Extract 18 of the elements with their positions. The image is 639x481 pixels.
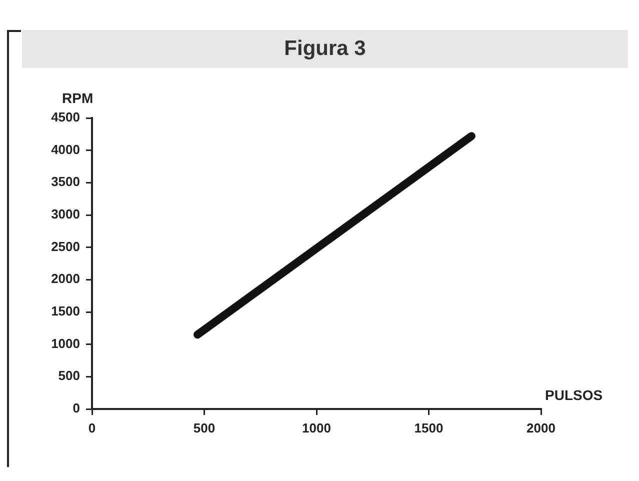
- y-tick-label: 4000: [51, 142, 80, 157]
- chart-title: Figura 3: [284, 37, 366, 61]
- y-tick-label: 500: [58, 368, 80, 384]
- y-tick-label: 2000: [51, 271, 80, 286]
- y-tick-label: 1500: [51, 304, 80, 319]
- y-axis-title: RPM: [62, 90, 94, 106]
- x-tick-label: 1000: [302, 420, 331, 436]
- x-axis-title: PULSOS: [545, 386, 603, 403]
- y-tick-label: 1000: [51, 336, 80, 351]
- x-tick-label: 1500: [414, 420, 444, 436]
- y-tick-label: 2500: [51, 238, 80, 254]
- y-tick-label: 3000: [51, 206, 80, 222]
- y-tick-label: 4500: [51, 110, 80, 125]
- y-tick-label: 3500: [51, 174, 80, 190]
- x-tick-label: 500: [193, 420, 216, 436]
- y-tick-label: 0: [72, 400, 80, 416]
- x-tick-label: 2000: [526, 420, 556, 436]
- x-tick-label: 0: [88, 420, 96, 436]
